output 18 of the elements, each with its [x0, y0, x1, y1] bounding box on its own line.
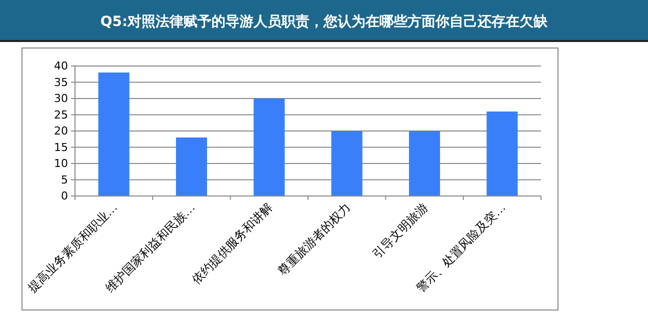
y-tick-label: 20 — [54, 124, 68, 138]
x-tick-label: 尊重旅游者的权力 — [275, 200, 353, 278]
y-tick-label: 30 — [54, 92, 68, 106]
bar — [486, 112, 518, 196]
bar — [408, 131, 440, 196]
y-tick-label: 40 — [54, 60, 68, 73]
x-tick-label: 引导文明旅游 — [370, 200, 431, 262]
bar — [254, 98, 285, 196]
y-tick-label: 10 — [54, 157, 68, 170]
y-tick-label: 5 — [61, 173, 68, 186]
bar — [176, 138, 208, 196]
y-tick-label: 35 — [54, 76, 68, 89]
bar — [98, 72, 130, 196]
chart-title: Q5:对照法律赋予的导游人员职责，您认为在哪些方面你自己还存在欠缺 — [100, 13, 549, 30]
bar — [331, 131, 362, 196]
y-tick-label: 15 — [54, 140, 68, 154]
y-tick-label: 0 — [61, 190, 68, 203]
y-tick-label: 25 — [54, 108, 68, 122]
